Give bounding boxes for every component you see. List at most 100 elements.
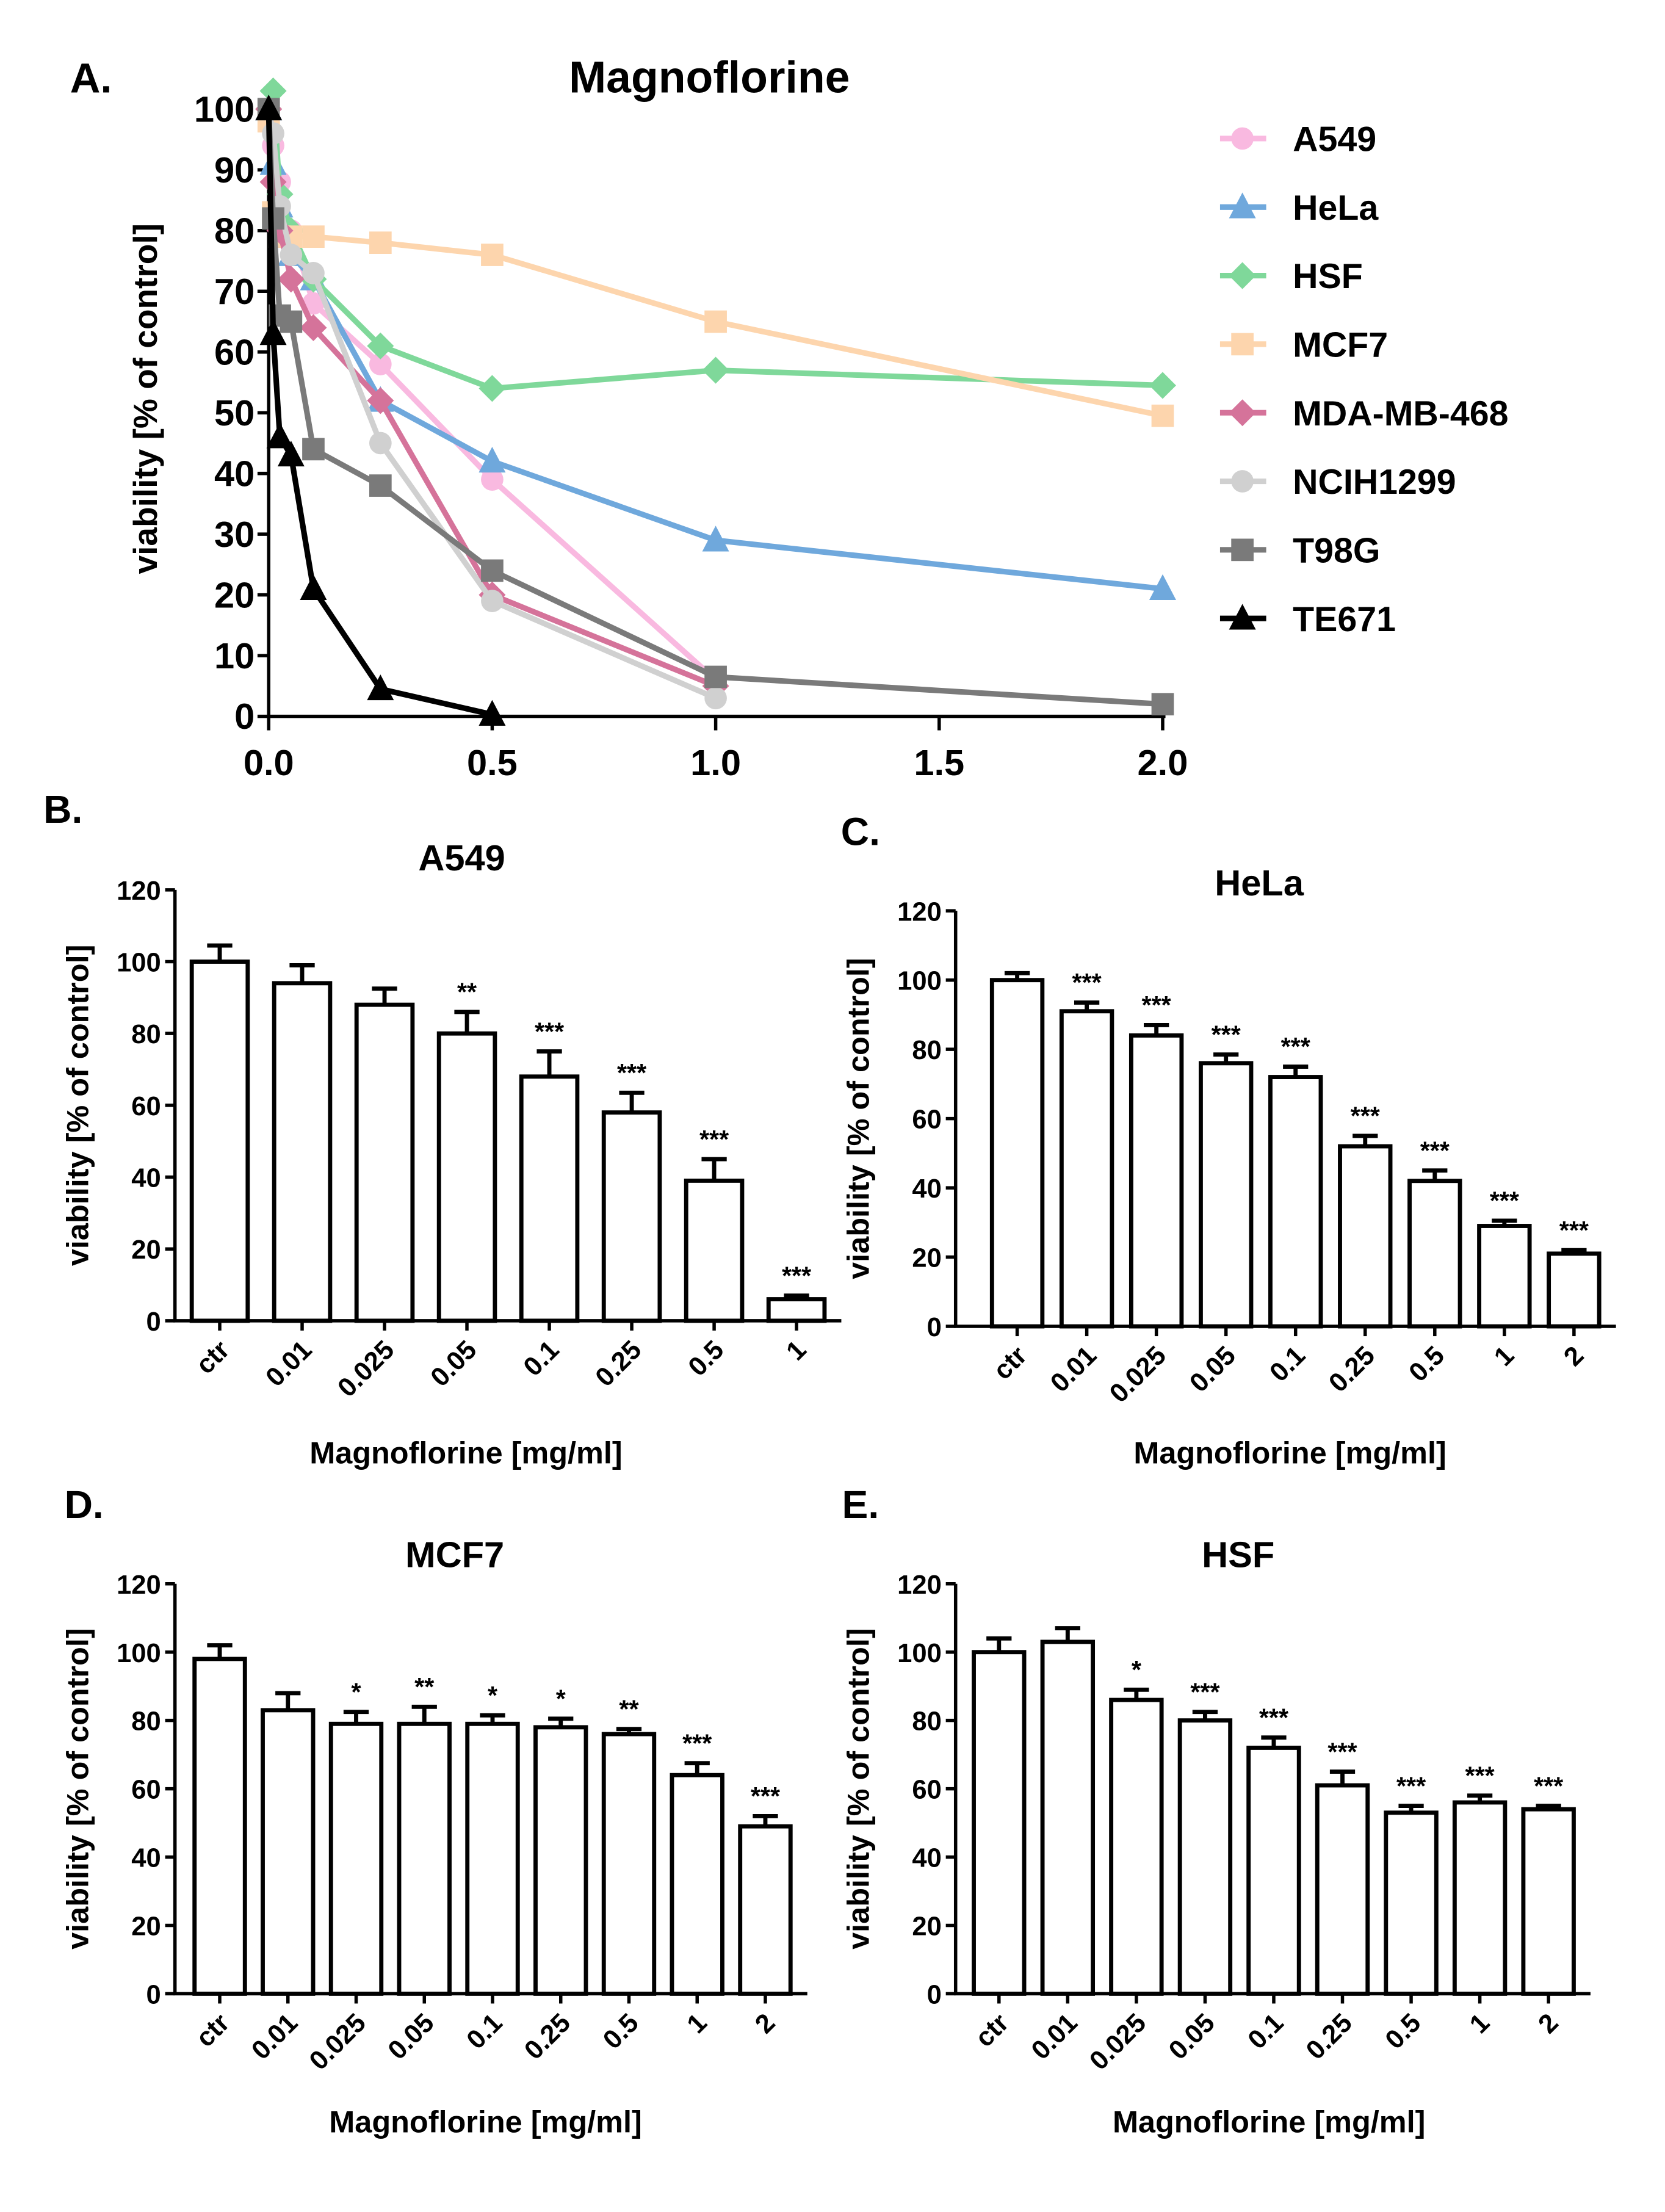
- bar: [972, 1650, 1027, 1996]
- legend-item: [1219, 127, 1266, 150]
- legend-label: MCF7: [1293, 326, 1388, 365]
- x-tick-label: 0.05: [383, 2008, 440, 2066]
- bar: [1129, 1033, 1184, 1329]
- panel-label: E.: [842, 1483, 879, 1527]
- data-point: [479, 446, 506, 473]
- x-tick-label: 0.25: [519, 2008, 576, 2066]
- y-tick-label: 100: [897, 967, 942, 996]
- x-tick-label: 0.05: [425, 1335, 483, 1392]
- data-point: [704, 687, 727, 710]
- data-point: [702, 356, 729, 384]
- y-tick-label: 120: [117, 876, 161, 906]
- x-tick-label: ctr: [190, 2008, 235, 2053]
- bar: [989, 978, 1045, 1329]
- y-tick-label: 80: [214, 210, 255, 251]
- data-point: [704, 665, 727, 689]
- significance-marker: ***: [1420, 1137, 1450, 1165]
- significance-marker: ***: [782, 1262, 812, 1290]
- panel-label: C.: [841, 810, 880, 854]
- panel-e: [945, 1582, 1591, 2004]
- x-axis-label: Magnoflorine [mg/ml]: [1133, 1436, 1446, 1470]
- significance-marker: ***: [535, 1017, 565, 1046]
- bar: [1452, 1800, 1508, 1996]
- y-tick-label: 0: [146, 1980, 161, 2009]
- panel-b: [165, 888, 842, 1331]
- bar: [1547, 1251, 1602, 1329]
- significance-marker: ***: [1072, 969, 1102, 997]
- significance-marker: ***: [1212, 1021, 1241, 1049]
- series-line: [265, 90, 1163, 392]
- data-point: [280, 244, 303, 266]
- x-tick-label: 0.0: [244, 742, 294, 783]
- chart-title: Magnoflorine: [569, 52, 850, 102]
- data-point: [277, 441, 305, 467]
- bar: [328, 1721, 384, 1996]
- data-point: [369, 432, 392, 455]
- legend-label: HSF: [1293, 257, 1363, 296]
- significance-marker: ***: [1190, 1678, 1220, 1706]
- panel-c: [945, 909, 1616, 1337]
- data-point: [479, 375, 506, 402]
- y-tick-label: 80: [131, 1020, 161, 1049]
- data-point: [704, 310, 727, 333]
- y-tick-label: 10: [214, 635, 255, 676]
- y-tick-label: 60: [912, 1105, 941, 1135]
- legend-marker: [1231, 470, 1254, 493]
- x-tick-label: 0.25: [1323, 1341, 1381, 1398]
- chart-title: A549: [418, 837, 505, 878]
- x-tick-label: ctr: [190, 1335, 235, 1379]
- data-point: [369, 353, 392, 375]
- data-point: [302, 262, 325, 284]
- bar: [1338, 1144, 1393, 1329]
- panel-label: D.: [65, 1483, 104, 1527]
- x-tick-label: 2: [749, 2008, 781, 2039]
- x-tick-label: 0.5: [683, 1335, 730, 1382]
- data-point: [369, 231, 392, 254]
- data-point: [302, 225, 325, 248]
- significance-marker: **: [619, 1695, 639, 1723]
- y-tick-label: 60: [214, 331, 255, 372]
- bar: [601, 1732, 657, 1996]
- data-point: [259, 319, 287, 345]
- data-point: [1149, 372, 1176, 399]
- x-tick-label: ctr: [988, 1341, 1033, 1386]
- data-point: [277, 266, 305, 293]
- legend-item: [1219, 262, 1266, 289]
- x-tick-label: 2: [1558, 1341, 1589, 1372]
- legend-marker: [1229, 262, 1256, 289]
- significance-marker: ***: [682, 1729, 712, 1757]
- x-tick-label: 0.5: [467, 742, 518, 783]
- significance-marker: ***: [1465, 1762, 1495, 1790]
- y-tick-label: 100: [117, 949, 161, 978]
- significance-marker: ***: [1534, 1772, 1564, 1800]
- legend-marker: [1229, 192, 1256, 219]
- y-tick-label: 20: [131, 1235, 161, 1265]
- x-tick-label: 0.25: [1301, 2008, 1358, 2066]
- y-tick-label: 100: [194, 89, 255, 129]
- legend-item: [1219, 604, 1266, 630]
- chart-title: HeLa: [1215, 862, 1304, 903]
- series-line: [265, 109, 1163, 592]
- bar: [1477, 1224, 1532, 1329]
- x-axis-label: Magnoflorine [mg/ml]: [309, 1436, 622, 1470]
- legend-item: [1219, 470, 1266, 493]
- bar: [354, 1002, 415, 1323]
- x-tick-label: 0.025: [1084, 2008, 1152, 2076]
- x-tick-label: 0.025: [1104, 1341, 1172, 1409]
- significance-marker: ***: [1490, 1187, 1520, 1215]
- significance-marker: ***: [699, 1126, 729, 1154]
- y-tick-label: 60: [131, 1092, 161, 1121]
- legend-label: TE671: [1293, 600, 1396, 639]
- x-tick-label: 0.1: [1264, 1341, 1311, 1388]
- y-tick-label: 20: [912, 1244, 941, 1273]
- data-point: [481, 244, 504, 266]
- y-tick-label: 40: [131, 1844, 161, 1873]
- x-tick-label: 0.05: [1184, 1341, 1241, 1398]
- data-point: [300, 574, 327, 601]
- legend-marker: [1229, 399, 1256, 427]
- legend-label: HeLa: [1293, 189, 1379, 228]
- y-tick-label: 20: [214, 574, 255, 615]
- x-tick-label: 0.01: [261, 1335, 318, 1392]
- significance-marker: *: [1132, 1656, 1142, 1684]
- x-tick-label: 0.1: [518, 1335, 565, 1382]
